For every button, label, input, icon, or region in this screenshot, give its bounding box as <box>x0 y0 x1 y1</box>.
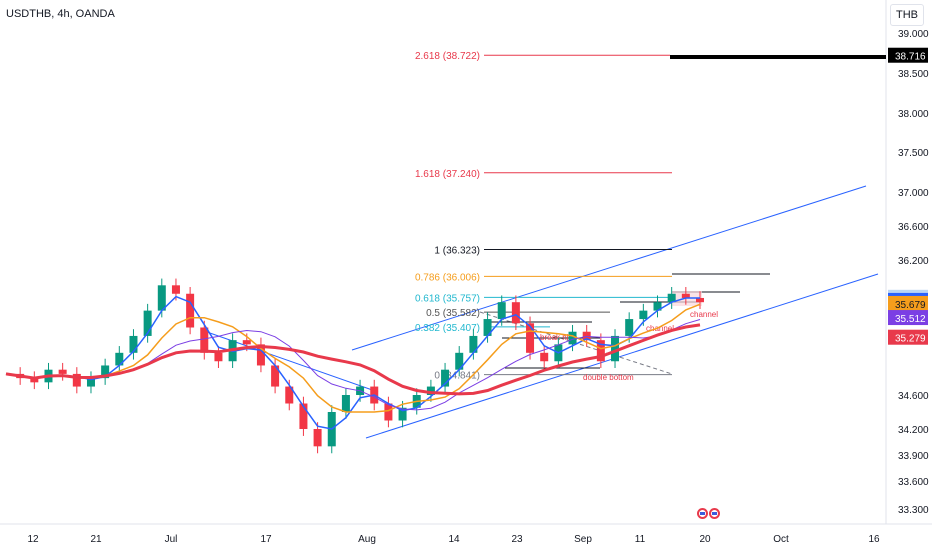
currency-button[interactable]: THB <box>890 4 924 26</box>
x-tick-label: 16 <box>868 534 880 545</box>
y-tick-label: 37.500 <box>898 148 929 159</box>
candle-body <box>30 378 39 383</box>
candle-body <box>653 302 662 311</box>
channel-upper-line <box>351 185 867 351</box>
candle-body <box>384 403 393 421</box>
x-tick-label: 11 <box>635 534 646 545</box>
candle-body <box>611 335 620 362</box>
candle-body <box>526 323 535 353</box>
y-tick-label: 33.900 <box>898 451 929 462</box>
candle-body <box>426 386 435 395</box>
fib-level-label: 1.618 (37.240) <box>415 169 480 180</box>
fib-level-label: 1 (36.323) <box>434 246 480 257</box>
candle-body <box>86 378 95 387</box>
candle-body <box>596 340 605 362</box>
candle-body <box>186 293 195 328</box>
x-tick-label: Jul <box>165 534 178 545</box>
candle-body <box>398 407 407 421</box>
fib-level-label: 0.382 (35.407) <box>415 323 480 334</box>
x-tick-label: 23 <box>511 534 523 545</box>
x-tick-label: Oct <box>773 534 789 545</box>
ma-medium-line <box>5 303 701 413</box>
y-tick-label: 39.000 <box>898 29 929 40</box>
x-tick-label: Sep <box>574 534 592 545</box>
channel-lower-line <box>365 273 879 439</box>
fib-level-label: 0.618 (35.757) <box>415 293 480 304</box>
y-tick-label: 38.000 <box>898 109 929 120</box>
x-tick-label: 20 <box>699 534 711 545</box>
candle-body <box>200 327 209 353</box>
price-axis-tag <box>888 329 928 345</box>
candle-body <box>696 297 704 303</box>
symbol-title: USDTHB, 4h, OANDA <box>6 8 115 20</box>
price-axis-tag <box>888 310 928 326</box>
candle-body <box>171 285 180 294</box>
candle-body <box>469 335 478 353</box>
candle-body <box>271 365 280 387</box>
candle-body <box>639 310 648 320</box>
fib-level-label: 0 (34.841) <box>434 371 480 382</box>
annotation-break-high: break high <box>540 333 577 342</box>
candle-body <box>242 340 251 345</box>
candle-body <box>341 395 350 412</box>
y-tick-label: 34.200 <box>898 425 929 436</box>
price-axis-tag-label: 38.716 <box>895 52 926 63</box>
y-tick-label: 33.600 <box>898 477 929 488</box>
y-tick-label: 36.200 <box>898 256 929 267</box>
price-axis-tag-label: 35.512 <box>895 314 926 325</box>
candle-body <box>101 365 110 379</box>
candle-body <box>483 319 492 336</box>
annotation-channel: channel <box>690 310 718 319</box>
fib-level-label: 0.786 (36.006) <box>415 272 480 283</box>
fib-level-label: 2.618 (38.722) <box>415 51 480 62</box>
candle-body <box>143 310 152 336</box>
fib-level-label: 0.5 (35.582) <box>426 308 480 319</box>
candle-body <box>540 352 549 362</box>
x-tick-label: 12 <box>27 534 39 545</box>
candle-body <box>511 302 520 324</box>
candle-body <box>625 319 634 336</box>
ma-fast-line <box>5 295 700 430</box>
candle-body <box>667 293 676 303</box>
annotation-channel: channel <box>646 324 674 333</box>
y-tick-label: 36.600 <box>898 222 929 233</box>
candle-body <box>115 352 124 366</box>
candle-body <box>455 352 464 370</box>
candle-body <box>58 369 67 374</box>
candle-body <box>285 386 294 404</box>
price-axis-tag <box>888 47 928 63</box>
candle-body <box>214 352 223 362</box>
x-tick-label: 14 <box>448 534 460 545</box>
us-flag-icon[interactable] <box>697 508 708 519</box>
candle-body <box>681 293 690 298</box>
candle-body <box>313 429 322 447</box>
x-tick-label: 17 <box>260 534 272 545</box>
ma-long-line <box>5 323 701 396</box>
candle-body <box>72 373 81 387</box>
price-axis-tag <box>888 295 928 311</box>
us-flag-icon[interactable] <box>709 508 720 519</box>
y-tick-label: 37.000 <box>898 188 929 199</box>
price-axis-tag-label: 35.679 <box>895 300 926 311</box>
price-axis-tag-label: 35.279 <box>895 334 926 345</box>
y-tick-label: 33.300 <box>898 505 929 516</box>
candle-body <box>256 344 265 366</box>
candle-body <box>441 369 450 387</box>
candle-body <box>497 302 506 320</box>
annotation-double-bottom: double bottom <box>583 373 634 382</box>
x-tick-label: 21 <box>90 534 102 545</box>
candle-body <box>299 403 308 429</box>
y-tick-label: 38.500 <box>898 69 929 80</box>
y-tick-label: 34.600 <box>898 391 929 402</box>
candle-body <box>568 331 577 345</box>
candle-body <box>157 285 166 311</box>
candle-body <box>129 335 138 353</box>
x-tick-label: Aug <box>358 534 376 545</box>
